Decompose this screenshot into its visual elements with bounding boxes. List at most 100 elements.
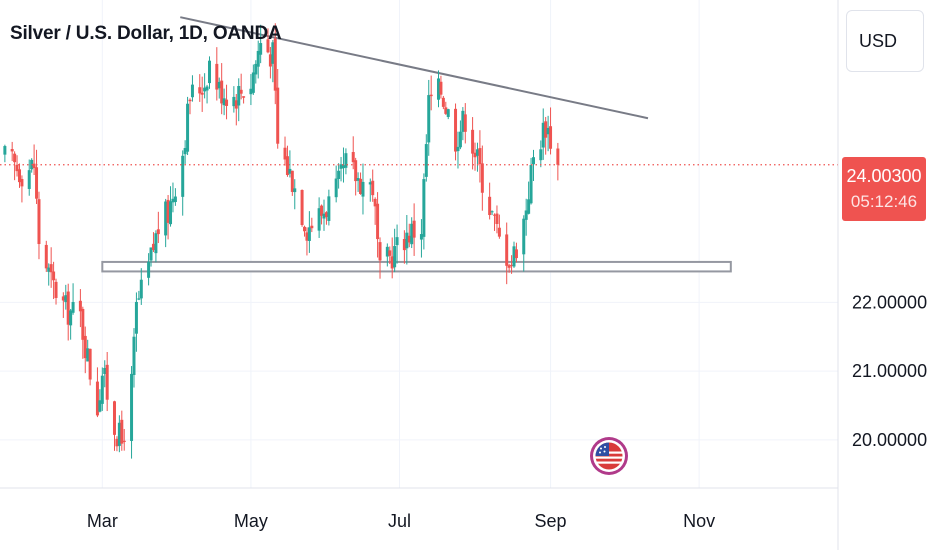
candle-body xyxy=(368,182,372,185)
candle-body xyxy=(354,160,358,182)
candle-body xyxy=(122,440,126,443)
candle-body xyxy=(514,249,518,259)
candle-body xyxy=(273,38,277,91)
y-tick-label: 22.00000 xyxy=(852,292,927,312)
candle-body xyxy=(544,121,548,138)
candle-body xyxy=(208,60,211,84)
candle-body xyxy=(422,179,426,237)
candle-body xyxy=(171,198,175,203)
candle-body xyxy=(300,190,304,226)
candle-body xyxy=(15,164,19,172)
candle-body xyxy=(524,210,528,220)
candle-body xyxy=(549,126,553,149)
candle-body xyxy=(458,131,462,148)
candle-body xyxy=(344,153,348,168)
candle-body xyxy=(37,199,41,245)
candle-body xyxy=(373,198,377,207)
candle-body xyxy=(232,96,236,107)
candle-body xyxy=(183,148,187,155)
candle-body xyxy=(429,94,433,97)
candle-body xyxy=(412,220,416,238)
candle-body xyxy=(410,223,414,245)
candle-body xyxy=(359,178,363,195)
chart-title: Silver / U.S. Dollar, 1D, OANDA xyxy=(10,23,282,44)
candle-body xyxy=(86,348,90,362)
candle-body xyxy=(444,107,448,114)
candle-body xyxy=(539,149,543,161)
candle-body xyxy=(217,81,221,89)
candle-body xyxy=(259,43,263,55)
candle-body xyxy=(356,177,360,181)
candle-body xyxy=(266,39,270,53)
candle-body xyxy=(203,87,207,92)
candle-body xyxy=(371,180,375,196)
candle-body xyxy=(407,235,411,243)
candle-body xyxy=(395,237,399,246)
candle-body xyxy=(105,364,109,400)
candle-body xyxy=(439,81,443,95)
x-tick-label: Nov xyxy=(683,511,715,531)
candle-body xyxy=(156,229,160,235)
candle-body xyxy=(473,152,477,158)
candle-body xyxy=(522,218,526,255)
candle-body xyxy=(402,238,406,251)
candle-body xyxy=(268,54,272,67)
candle-body xyxy=(288,168,292,174)
candle-body xyxy=(3,146,7,155)
candle-body xyxy=(71,302,75,313)
candle-body xyxy=(132,336,136,375)
candle-body xyxy=(200,92,204,95)
currency-button[interactable]: USD xyxy=(846,10,924,72)
candle-body xyxy=(32,163,36,169)
candle-body xyxy=(220,80,224,104)
candle-body xyxy=(188,99,192,102)
candle-body xyxy=(249,88,253,95)
last-price-label: 24.00300 xyxy=(846,166,922,186)
y-tick-label: 20.00000 xyxy=(852,430,927,450)
candle-body xyxy=(139,279,143,299)
candle-body xyxy=(115,438,119,447)
candle-body xyxy=(237,85,241,106)
candle-body xyxy=(215,63,219,90)
candle-body xyxy=(456,146,460,152)
candle-body xyxy=(546,127,550,135)
candle-body xyxy=(510,264,514,266)
candle-body xyxy=(293,188,297,193)
candle-body xyxy=(103,367,107,374)
candle-body xyxy=(166,199,170,223)
candle-body xyxy=(527,199,531,214)
candle-body xyxy=(47,267,51,272)
candle-body xyxy=(117,422,121,446)
candle-body xyxy=(478,148,482,165)
candle-body xyxy=(44,244,48,269)
candle-body xyxy=(78,300,82,312)
candle-body xyxy=(130,373,134,441)
candle-body xyxy=(151,243,155,251)
candle-body xyxy=(461,110,465,132)
candle-body xyxy=(495,213,499,224)
candle-body xyxy=(251,72,255,93)
candle-body xyxy=(254,63,258,75)
x-tick-label: Sep xyxy=(535,511,567,531)
candle-body xyxy=(305,232,309,241)
candle-body xyxy=(169,201,173,225)
candle-body xyxy=(405,232,409,249)
us-flag-icon xyxy=(590,437,628,475)
candle-body xyxy=(120,419,124,444)
candle-body xyxy=(239,89,243,94)
candle-body xyxy=(327,196,331,221)
candle-body xyxy=(361,181,365,197)
candle-body xyxy=(324,212,328,217)
candle-body xyxy=(137,298,141,300)
candle-body xyxy=(471,129,475,154)
candle-body xyxy=(100,375,104,404)
candle-body xyxy=(242,96,246,98)
candle-body xyxy=(285,156,289,176)
candle-body xyxy=(66,291,70,325)
grid-lines xyxy=(0,0,838,488)
bar-countdown: 05:12:46 xyxy=(850,192,918,211)
candle-body xyxy=(427,95,431,143)
candle-body xyxy=(493,214,497,216)
